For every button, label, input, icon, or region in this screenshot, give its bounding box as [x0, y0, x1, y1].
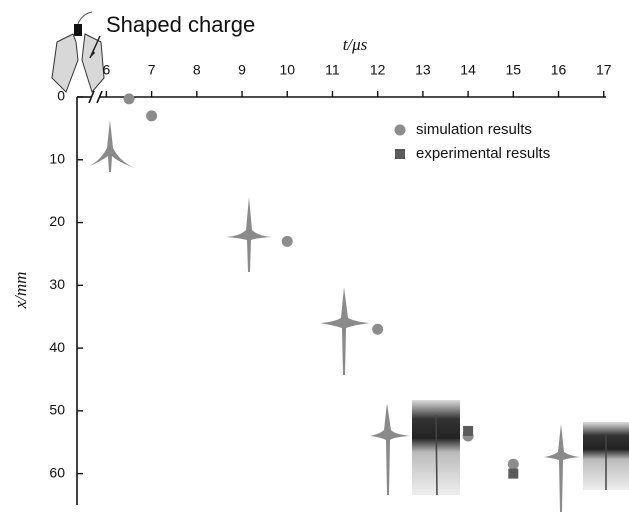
x-tick-label: 16 — [551, 62, 567, 78]
legend-label: simulation results — [416, 121, 532, 138]
y-tick-label: 20 — [49, 213, 65, 229]
x-tick-label: 17 — [596, 62, 612, 78]
x-tick-label: 15 — [506, 62, 522, 78]
point — [508, 468, 519, 479]
point — [507, 458, 519, 470]
y-tick-label: 0 — [57, 88, 65, 104]
legend-label: experimental results — [416, 145, 550, 162]
x-tick-label: 9 — [238, 62, 246, 78]
y-tick-label: 50 — [49, 402, 65, 418]
x-tick-label: 13 — [415, 62, 431, 78]
point — [281, 235, 293, 247]
y-tick-label: 40 — [49, 339, 65, 355]
annotation: Shaped charge — [106, 12, 255, 37]
point — [372, 323, 384, 335]
point — [463, 425, 474, 436]
jet-images — [85, 120, 629, 512]
y-tick-label: 30 — [49, 276, 65, 292]
x-tick-label: 14 — [460, 62, 476, 78]
point — [123, 93, 135, 105]
x-tick-label: 10 — [279, 62, 295, 78]
y-tick-label: 10 — [49, 150, 65, 166]
x-tick-label: 11 — [325, 62, 340, 78]
x-tick-label: 7 — [148, 62, 156, 78]
y-tick-label: 60 — [49, 464, 65, 480]
x-tick-label: 12 — [370, 62, 386, 78]
x-axis-label: t/μs — [343, 35, 368, 54]
x-tick-label: 6 — [102, 62, 110, 78]
x-tick-label: 8 — [193, 62, 201, 78]
shaped-charge-icon — [51, 11, 105, 94]
y-axis-label: x/mm — [11, 272, 30, 310]
legend-marker — [395, 149, 405, 159]
legend-marker — [394, 124, 406, 136]
point — [146, 110, 158, 122]
